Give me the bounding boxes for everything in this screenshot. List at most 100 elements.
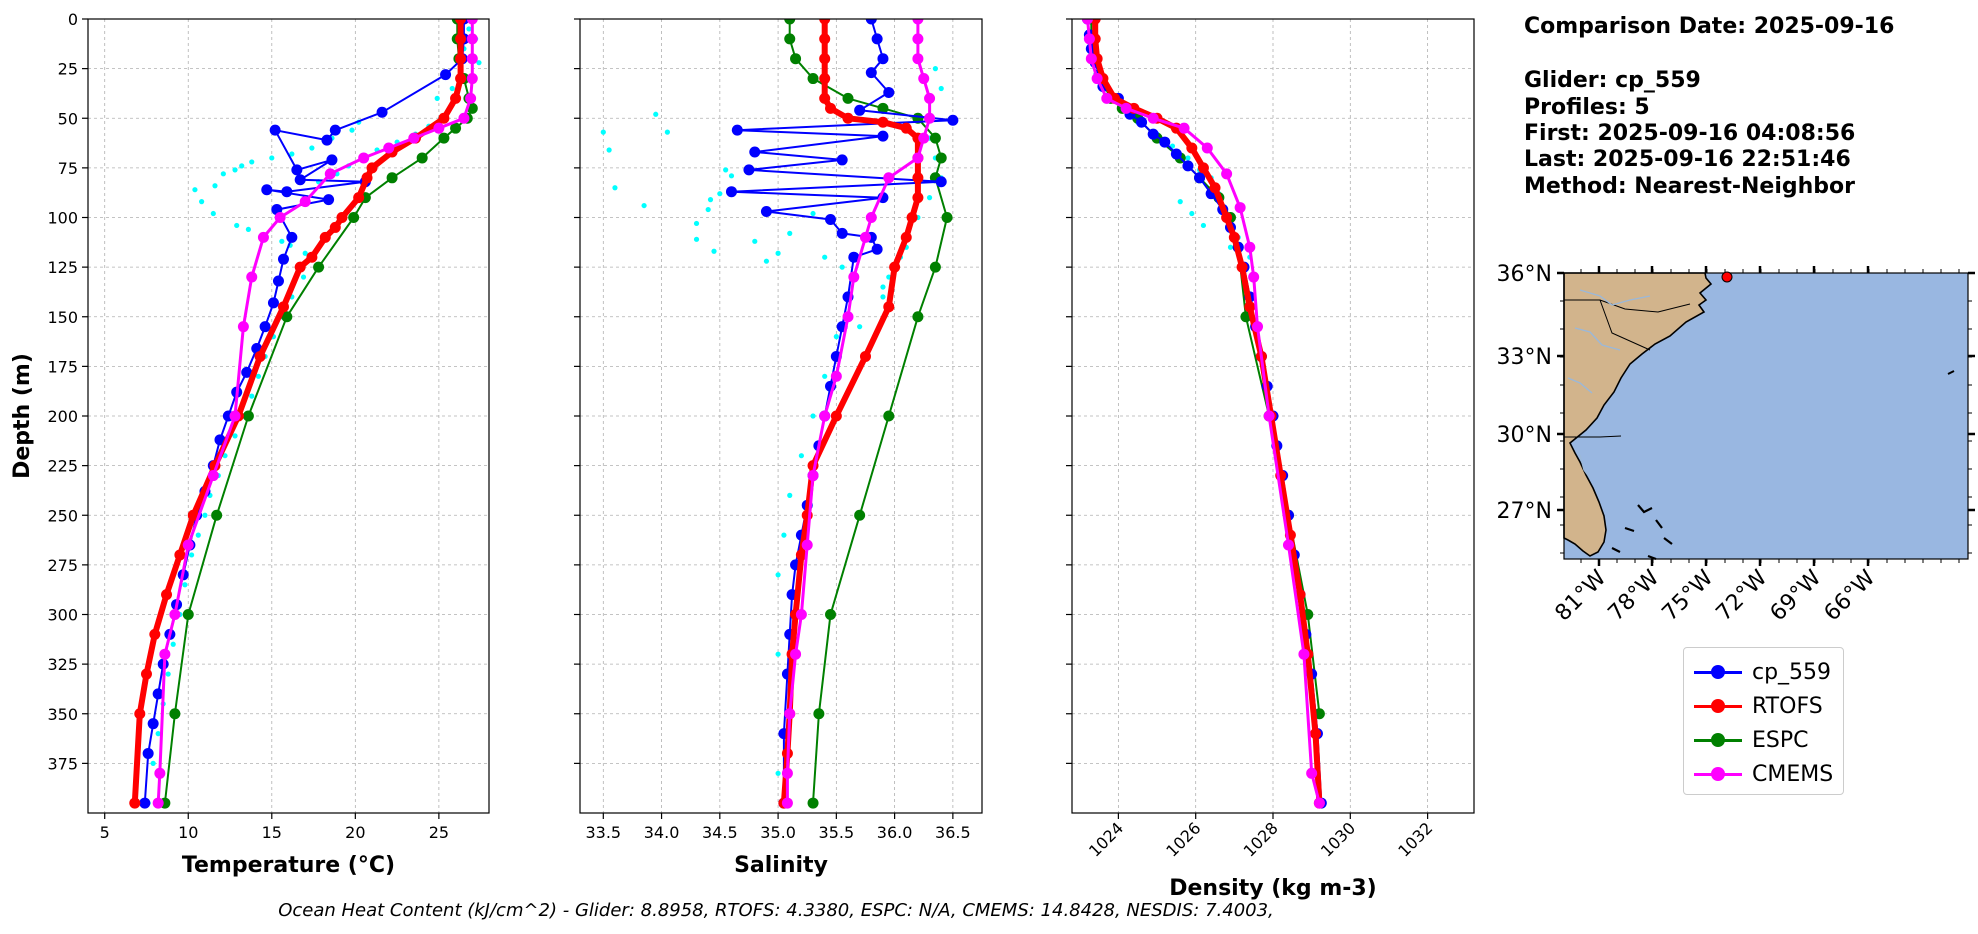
map-river-1 bbox=[1579, 289, 1651, 306]
data-point bbox=[725, 186, 737, 198]
legend-item-rtofs: RTOFS bbox=[1692, 691, 1823, 721]
data-point bbox=[1186, 142, 1198, 154]
series-line bbox=[1086, 19, 1323, 804]
data-point bbox=[329, 221, 341, 233]
data-point bbox=[929, 132, 941, 144]
data-point bbox=[836, 227, 848, 239]
y-tick-label: 375 bbox=[47, 754, 78, 773]
data-point bbox=[174, 549, 186, 561]
raw-data-point bbox=[232, 433, 238, 439]
data-point bbox=[1083, 33, 1095, 45]
raw-data-point bbox=[1185, 155, 1191, 161]
data-point bbox=[237, 321, 249, 333]
temperature-grid bbox=[88, 18, 489, 813]
raw-data-point bbox=[182, 582, 188, 588]
profile-count: Profiles: 5 bbox=[1524, 95, 1650, 120]
data-point bbox=[455, 33, 467, 45]
raw-data-point bbox=[309, 145, 315, 151]
x-tick-label: 36.0 bbox=[877, 823, 913, 842]
raw-data-point bbox=[202, 512, 208, 518]
data-point bbox=[941, 212, 953, 223]
raw-data-point bbox=[434, 95, 440, 101]
raw-data-point bbox=[1189, 210, 1195, 217]
data-point bbox=[182, 539, 194, 551]
raw-data-point bbox=[220, 171, 226, 177]
x-tick-label: 35.0 bbox=[760, 823, 796, 842]
data-point bbox=[1120, 102, 1132, 114]
legend-label: CMEMS bbox=[1752, 761, 1834, 787]
legend-swatch bbox=[1692, 657, 1744, 687]
legend-swatch bbox=[1692, 691, 1744, 721]
x-tick-label: 34.0 bbox=[644, 823, 680, 842]
raw-data-point bbox=[775, 770, 781, 776]
data-point bbox=[819, 73, 831, 85]
raw-data-point bbox=[711, 248, 717, 254]
data-point bbox=[353, 192, 365, 204]
data-point bbox=[947, 114, 959, 126]
raw-data-point bbox=[693, 220, 700, 227]
salinity-ticks: 33.5 34.0 34.5 35.0 35.5 36.0 36.5 bbox=[574, 18, 971, 842]
legend-label: RTOFS bbox=[1752, 693, 1823, 719]
data-point bbox=[207, 470, 219, 482]
legend: cp_559 RTOFS ESPC CMEMS bbox=[1683, 647, 1844, 795]
data-point bbox=[455, 73, 467, 85]
data-point bbox=[760, 206, 772, 218]
density-ticks: 1024 1026 1028 1030 1032 bbox=[1066, 18, 1436, 861]
data-point bbox=[1147, 112, 1159, 124]
data-point bbox=[1244, 241, 1256, 253]
legend-item-cp559: cp_559 bbox=[1692, 657, 1831, 687]
data-point bbox=[1159, 136, 1171, 148]
density-series bbox=[1081, 19, 1327, 809]
data-point bbox=[865, 212, 877, 223]
y-tick-label: 200 bbox=[47, 407, 78, 426]
density-xlabel: Density (kg m-3) bbox=[1169, 876, 1377, 901]
series-cmems bbox=[781, 19, 936, 809]
data-point bbox=[281, 186, 293, 198]
map-frame bbox=[1563, 272, 1969, 560]
map-lat-label: 36°N bbox=[1497, 262, 1552, 287]
data-point bbox=[912, 53, 924, 65]
raw-data-point bbox=[222, 453, 228, 459]
data-point bbox=[1298, 648, 1310, 660]
data-point bbox=[336, 212, 348, 223]
data-point bbox=[900, 231, 912, 243]
data-point bbox=[877, 53, 889, 65]
raw-data-point bbox=[249, 159, 255, 165]
raw-data-point bbox=[1227, 244, 1234, 250]
data-point bbox=[458, 112, 470, 124]
data-point bbox=[139, 797, 151, 809]
raw-data-point bbox=[707, 197, 714, 203]
data-point bbox=[211, 509, 223, 521]
data-point bbox=[433, 122, 445, 134]
raw-data-point bbox=[232, 167, 238, 173]
map-lat-label: 30°N bbox=[1497, 423, 1552, 448]
data-point bbox=[272, 275, 284, 287]
legend-item-espc: ESPC bbox=[1692, 725, 1809, 755]
data-point bbox=[781, 767, 793, 779]
raw-data-point bbox=[781, 532, 787, 538]
raw-data-point bbox=[234, 222, 240, 229]
series-rtofs bbox=[1089, 19, 1325, 809]
data-point bbox=[1306, 767, 1318, 779]
data-point bbox=[859, 350, 871, 362]
data-point bbox=[182, 609, 194, 620]
data-point bbox=[1228, 231, 1240, 243]
series-rtofs bbox=[129, 19, 467, 809]
data-point bbox=[259, 321, 271, 333]
data-point bbox=[1221, 168, 1233, 180]
y-tick-label: 300 bbox=[47, 606, 78, 625]
data-point bbox=[267, 297, 279, 309]
raw-data-point bbox=[210, 210, 216, 217]
data-point bbox=[169, 609, 181, 620]
salinity-grid bbox=[580, 18, 982, 813]
data-point bbox=[1248, 271, 1260, 283]
raw-data-point bbox=[212, 183, 218, 189]
data-point bbox=[1313, 797, 1325, 809]
data-point bbox=[281, 311, 293, 323]
raw-data-point bbox=[833, 334, 839, 340]
last-time: Last: 2025-09-16 22:51:46 bbox=[1524, 147, 1851, 172]
data-point bbox=[912, 192, 924, 204]
data-point bbox=[900, 122, 912, 134]
data-point bbox=[147, 718, 159, 730]
raw-data-point bbox=[775, 250, 781, 256]
